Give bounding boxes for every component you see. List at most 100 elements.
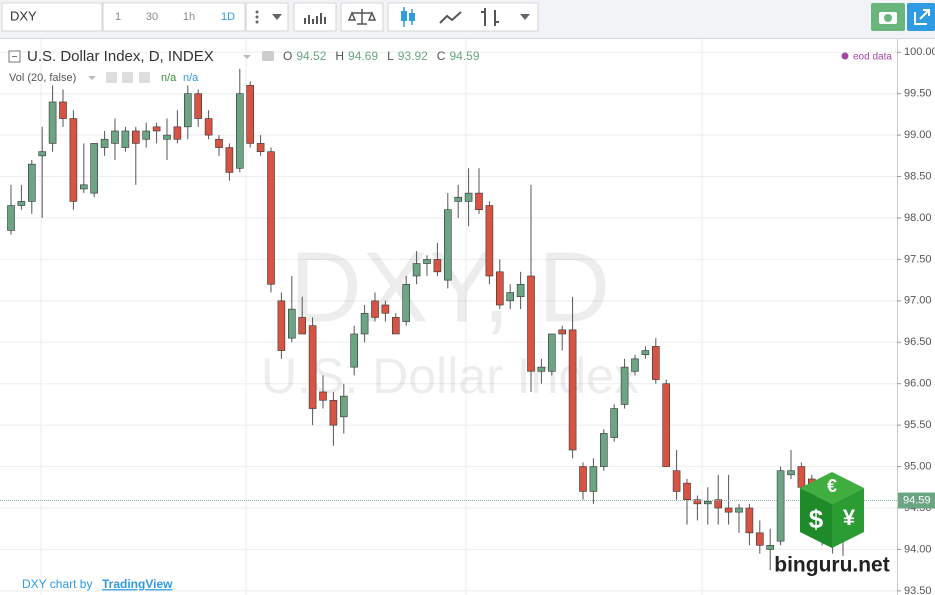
ohlc-value: 94.69 <box>348 49 378 63</box>
candles <box>0 68 897 571</box>
candle-body <box>391 317 400 335</box>
interval[interactable]: 1 <box>115 11 121 23</box>
candle-body <box>59 101 67 119</box>
candle-body <box>683 482 691 501</box>
candles-icon <box>401 11 407 21</box>
candle-body <box>381 304 390 314</box>
y-tick-label: 98.00 <box>904 212 932 224</box>
y-tick-label: 95.00 <box>904 460 932 472</box>
y-tick-label: 96.00 <box>904 378 932 390</box>
footer-text: DXY chart by <box>22 577 92 591</box>
candle-body <box>797 466 806 488</box>
interval[interactable]: 30 <box>146 11 158 23</box>
candle-body <box>672 470 681 492</box>
popout-icon <box>914 9 930 25</box>
candle-body <box>132 130 140 144</box>
ohlc-value: 94.52 <box>296 49 326 63</box>
y-tick-label: 96.50 <box>904 336 932 348</box>
volume-value: n/a <box>183 72 199 84</box>
ohlc-label: O <box>283 49 292 63</box>
candle-body <box>495 271 504 306</box>
candle-body <box>568 329 577 451</box>
candle-body <box>766 544 775 550</box>
price-axis: 93.5094.0094.5095.0095.5096.0096.5097.00… <box>897 46 935 595</box>
toolbar: DXY 1 30 1h 1D <box>0 0 935 38</box>
volume-icon[interactable] <box>106 72 117 83</box>
logo-yen: ¥ <box>843 505 856 530</box>
eye-icon[interactable] <box>262 51 274 61</box>
interval[interactable]: 1h <box>183 11 195 23</box>
volume-icon[interactable] <box>122 72 133 83</box>
y-tick-label: 93.50 <box>904 585 932 595</box>
candle-body <box>610 408 619 438</box>
candle-body <box>173 126 182 140</box>
volume-icon[interactable] <box>139 72 150 83</box>
y-tick-label: 94.00 <box>904 543 932 555</box>
ohlc-label: L <box>387 49 394 63</box>
candle-body <box>475 192 483 210</box>
footer-link[interactable]: TradingView <box>102 577 173 591</box>
candle-body <box>267 151 275 285</box>
y-tick-label: 98.50 <box>904 170 932 182</box>
candle-body <box>724 507 733 513</box>
compare-button[interactable] <box>340 2 384 32</box>
candle-body <box>412 263 421 277</box>
indicators-icon <box>304 13 326 24</box>
candle-body <box>360 312 369 335</box>
compare-icon <box>347 9 377 25</box>
candle-body <box>745 507 754 534</box>
candle-body <box>277 300 286 351</box>
legend-title: U.S. Dollar Index, D, INDEX <box>27 48 214 65</box>
candles-icon <box>409 13 415 21</box>
candle-body <box>80 184 88 190</box>
logo: € $ ¥ binguru.net <box>774 472 890 577</box>
candle-body <box>69 118 78 202</box>
source-label: eod data <box>853 52 892 63</box>
volume-label: Vol (20, false) <box>9 72 76 84</box>
candle-body <box>641 350 650 356</box>
y-tick-label: 95.50 <box>904 419 932 431</box>
candle-body <box>27 163 36 202</box>
logo-dollar: $ <box>809 504 824 534</box>
candle-body <box>287 308 296 339</box>
logo-cube-right <box>832 488 864 548</box>
candle-body <box>17 201 26 206</box>
candle-body <box>152 126 161 132</box>
candle-body <box>402 283 411 322</box>
line-icon <box>439 11 462 24</box>
candle-body <box>308 325 317 409</box>
candle-body <box>454 196 463 202</box>
candle-body <box>755 532 764 546</box>
symbol-box[interactable] <box>1 2 103 32</box>
dropdown-arrow <box>272 14 282 20</box>
candle-body <box>256 143 265 152</box>
time-grid <box>40 39 703 595</box>
ohlc-value: 93.92 <box>398 49 428 63</box>
dot <box>255 10 259 14</box>
last-price-label: 94.59 <box>903 494 931 506</box>
candle-body <box>703 501 712 505</box>
watermark-name: U.S. Dollar Index <box>261 348 639 404</box>
volume-value: n/a <box>161 72 177 84</box>
interval-group <box>102 2 246 32</box>
candle-body <box>48 101 57 144</box>
candle-body <box>194 93 202 119</box>
candle-body <box>38 151 47 157</box>
source-dot <box>841 52 849 60</box>
more-button[interactable] <box>245 2 289 32</box>
candle-body <box>246 85 254 144</box>
candle-body <box>558 329 567 335</box>
candle-body <box>620 366 629 405</box>
logo-euro: € <box>827 476 837 496</box>
candle-body <box>350 333 359 368</box>
candle-body <box>599 433 608 467</box>
candle-body <box>714 499 723 509</box>
candle-body <box>236 93 244 169</box>
interval-active[interactable]: 1D <box>221 11 235 23</box>
indicators-button[interactable] <box>293 2 337 32</box>
candle-body <box>142 130 150 140</box>
candle-body <box>537 366 546 372</box>
candle-body <box>90 143 98 194</box>
candle-body <box>579 466 587 492</box>
